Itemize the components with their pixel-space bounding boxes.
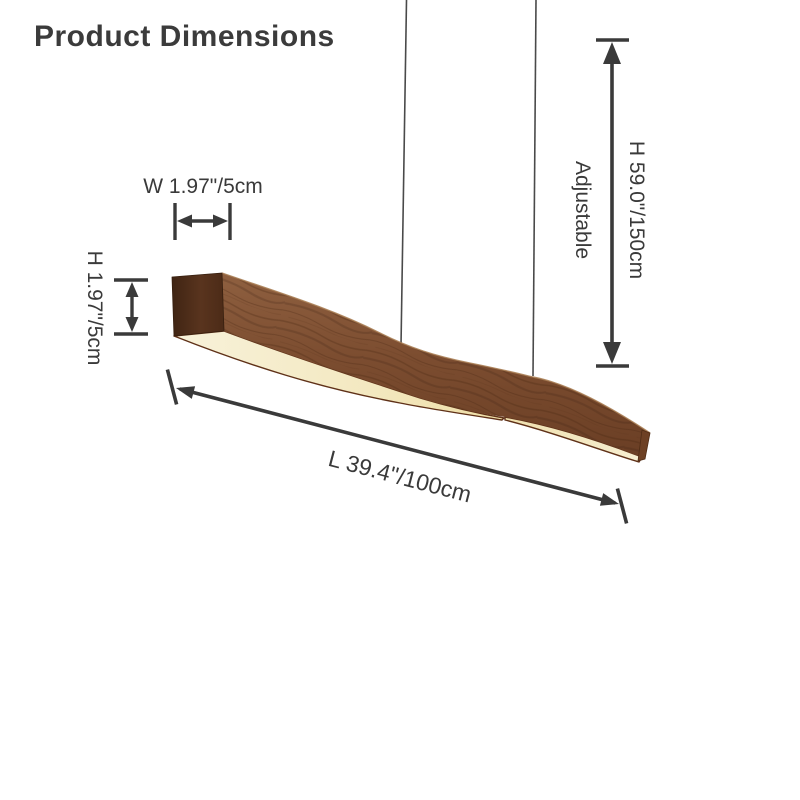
height-arrowhead-down-icon <box>125 317 139 332</box>
lamp-end-cap-left <box>171 272 225 337</box>
suspension-cable-right <box>532 0 537 377</box>
length-arrowhead-right-icon <box>599 493 619 506</box>
hanging-adjustable-label: Adjustable <box>571 161 594 259</box>
length-tick-right <box>615 488 629 524</box>
hanging-height-dimension: H 59.0"/150cm Adjustable <box>571 38 648 368</box>
width-arrowhead-right-icon <box>213 214 228 228</box>
lamp-end-face-right <box>637 429 651 462</box>
hanging-arrowhead-up-icon <box>603 42 621 64</box>
suspension-cable-left <box>400 0 408 347</box>
length-arrow-line <box>179 387 616 505</box>
width-dimension: W 1.97"/5cm <box>143 175 263 240</box>
length-arrowhead-left-icon <box>176 386 196 399</box>
height-dimension-label: H 1.97"/5cm <box>83 251 106 366</box>
width-dimension-label: W 1.97"/5cm <box>143 175 263 198</box>
pendant-lamp <box>171 272 651 463</box>
lamp-wood-grain <box>222 273 650 459</box>
length-dimension-label: L 39.4"/100cm <box>326 445 474 507</box>
height-dimension: H 1.97"/5cm <box>83 251 148 366</box>
hanging-arrowhead-down-icon <box>603 342 621 364</box>
length-tick-left <box>165 369 179 405</box>
hanging-height-label: H 59.0"/150cm <box>625 141 648 279</box>
width-arrowhead-left-icon <box>177 214 192 228</box>
suspension-cables <box>400 0 537 377</box>
page-title: Product Dimensions <box>34 20 335 53</box>
height-arrowhead-up-icon <box>125 282 139 297</box>
lamp-top-edge-highlight <box>221 272 651 434</box>
